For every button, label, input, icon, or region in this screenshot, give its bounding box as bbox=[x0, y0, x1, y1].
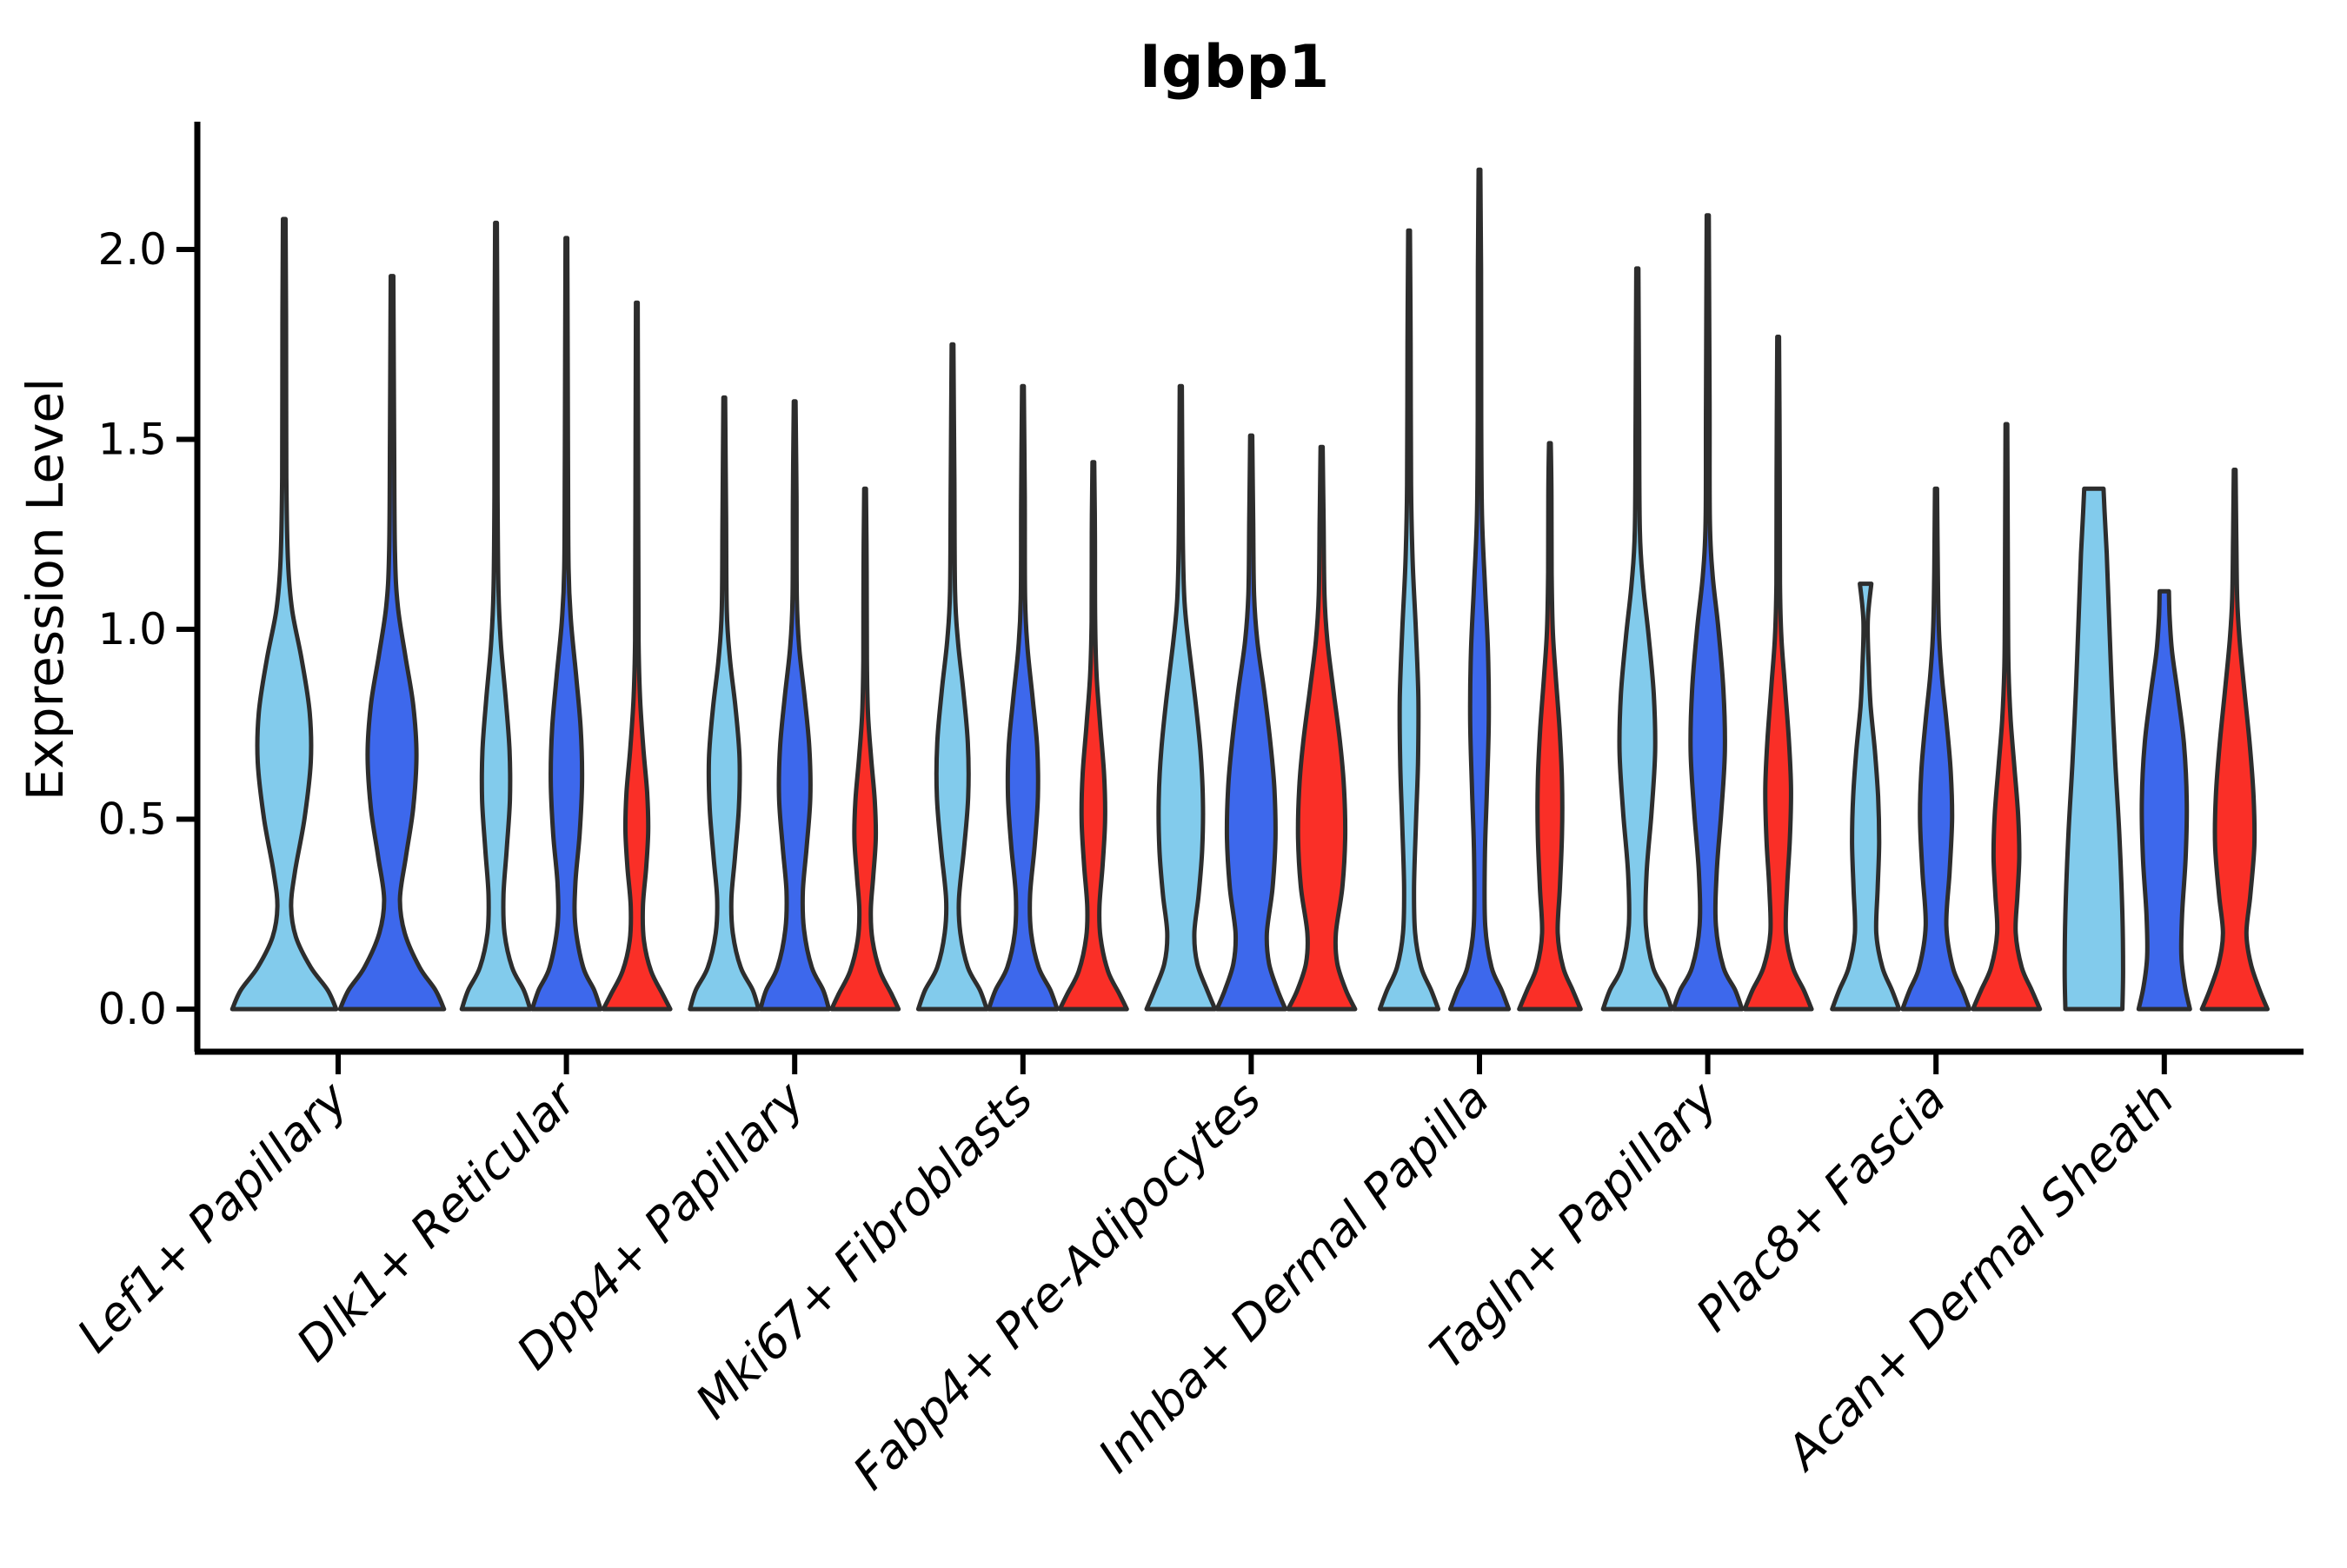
violin-8-red bbox=[1971, 422, 2043, 1012]
violin-2-light_blue bbox=[459, 220, 533, 1012]
violin-2-dark_blue bbox=[529, 236, 603, 1012]
violin-8-dark_blue bbox=[1900, 486, 1972, 1012]
y-tick-label-1.5: 1.5 bbox=[97, 415, 167, 465]
violin-4-light_blue bbox=[915, 342, 989, 1012]
violin-7-dark_blue bbox=[1671, 213, 1745, 1012]
chart-title: Igbp1 bbox=[1140, 33, 1330, 102]
violin-9-red bbox=[2199, 468, 2270, 1012]
violin-1-light_blue bbox=[229, 216, 339, 1012]
violin-5-light_blue bbox=[1144, 383, 1218, 1012]
violin-2-red bbox=[601, 300, 673, 1012]
violin-4-red bbox=[1057, 460, 1129, 1012]
x-tick-label-9: Acan+ Dermal Sheath bbox=[1774, 1072, 2184, 1482]
violin-5-red bbox=[1286, 444, 1358, 1012]
y-axis-label: Expression Level bbox=[16, 378, 75, 801]
violin-3-dark_blue bbox=[758, 399, 832, 1012]
x-tick-label-5: Fabp4+ Pre-Adipocytes bbox=[842, 1072, 1271, 1500]
violin-7-light_blue bbox=[1600, 266, 1674, 1012]
violin-3-red bbox=[829, 486, 901, 1012]
violin-3-light_blue bbox=[688, 395, 761, 1012]
violin-4-dark_blue bbox=[986, 383, 1060, 1012]
violin-5-dark_blue bbox=[1214, 433, 1288, 1012]
violin-layer bbox=[229, 167, 2270, 1012]
violin-7-red bbox=[1742, 335, 1814, 1012]
x-tick-label-6: Inhba+ Dermal Papilla bbox=[1087, 1072, 1499, 1484]
violin-6-dark_blue bbox=[1447, 167, 1512, 1012]
y-tick-label-0.5: 0.5 bbox=[97, 794, 167, 845]
violin-1-dark_blue bbox=[337, 274, 447, 1012]
y-tick-label-0.0: 0.0 bbox=[97, 984, 167, 1034]
y-tick-label-1.0: 1.0 bbox=[97, 604, 167, 654]
violin-6-light_blue bbox=[1377, 228, 1441, 1012]
violin-9-dark_blue bbox=[2136, 588, 2192, 1012]
violin-6-red bbox=[1517, 441, 1583, 1012]
violin-8-light_blue bbox=[1830, 581, 1902, 1012]
violin-9-light_blue bbox=[2062, 486, 2125, 1012]
y-tick-label-2.0: 2.0 bbox=[97, 224, 167, 275]
